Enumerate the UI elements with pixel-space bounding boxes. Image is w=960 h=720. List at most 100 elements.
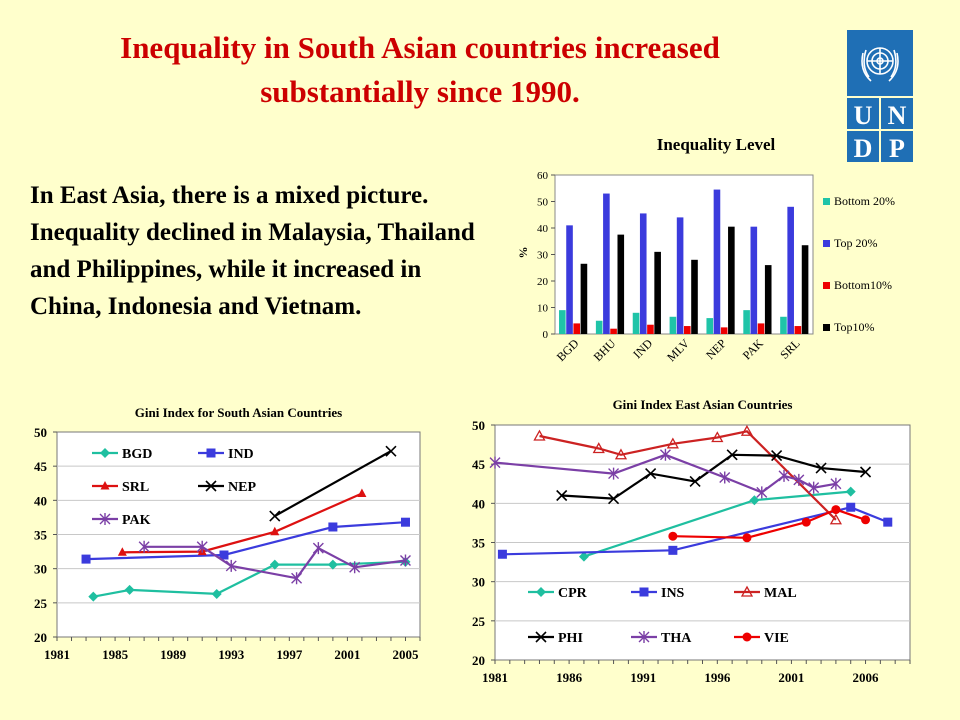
line-legend-label: IND [228,447,254,462]
line-x-tick-label: 1986 [556,670,583,685]
bar-legend-label: Bottom10% [834,278,892,292]
line-y-tick-label: 50 [472,418,485,433]
line-point-vie [831,505,841,515]
bar-srl-2 [794,326,802,334]
line-y-tick-label: 35 [472,536,486,551]
line-y-tick-label: 30 [34,562,47,577]
line-point-pak [138,540,150,553]
line-point-mal [666,437,679,449]
line-point-pak [312,542,324,555]
line-y-tick-label: 25 [472,614,486,629]
line-series-nep [274,450,392,517]
line-point-pak [291,572,303,585]
line-point-ins [883,517,893,527]
bar-nep-0 [706,318,714,334]
line-legend-marker [535,631,547,643]
line-point-bgd [211,588,222,599]
line-series-mal [539,430,837,521]
bar-ind-1 [639,213,647,334]
bar-x-tick-label: PAK [740,336,766,362]
line-point-pak [399,554,411,567]
line-y-tick-label: 45 [34,459,48,474]
bar-mlv-0 [669,316,677,334]
line-y-tick-label: 45 [472,457,486,472]
line-point-srl [117,547,127,556]
bar-x-tick-label: BGD [554,336,582,364]
line-point-pak [349,561,361,574]
line-y-tick-label: 25 [34,596,48,611]
line-point-vie [668,531,678,541]
line-series-bgd [93,560,406,598]
line-point-vie [801,517,811,527]
line-x-tick-label: 1985 [102,647,129,662]
slide-title: Inequality in South Asian countries incr… [0,26,840,114]
slide-title-line-1: Inequality in South Asian countries incr… [120,30,720,65]
line-x-tick-label: 1991 [630,670,656,685]
bar-x-tick-label: BHU [591,336,619,364]
bar-legend-label: Bottom 20% [834,194,895,208]
bar-y-tick-label: 30 [537,250,549,262]
bar-y-axis-label: % [516,247,530,259]
bar-nep-3 [728,226,735,334]
bar-srl-3 [801,245,809,334]
line-legend-marker [536,587,546,597]
bar-nep-2 [720,327,728,334]
logo-tile-n [881,98,913,129]
bar-srl-1 [787,206,794,334]
bar-y-tick-label: 60 [537,170,549,182]
bar-y-tick-label: 40 [537,223,549,235]
logo-tile-p [881,131,913,162]
bar-bhu-1 [603,193,610,334]
bar-nep-1 [713,189,721,334]
bar-y-tick-label: 20 [537,276,549,288]
east-asia-gini-line-chart: Gini Index East Asian Countries 20 25 30 35 4… [472,397,911,685]
line-point-nep [385,445,397,457]
line-legend-marker [639,587,649,597]
line-point-pak [225,559,237,572]
bar-pak-2 [757,323,765,334]
line-point-ins [846,502,856,512]
line-legend-marker [742,632,752,642]
bar-srl-0 [780,316,787,334]
line-point-tha [793,473,805,486]
logo-tile-d [847,131,879,162]
line-x-tick-label: 1989 [160,647,187,662]
line-legend-label: PHI [558,631,583,646]
line-legend-marker [99,513,111,525]
line-point-bgd [269,559,280,570]
line-legend-label: MAL [764,586,797,601]
line-legend-label: SRL [122,480,149,495]
bar-legend-label: Top 20% [834,236,878,250]
line-legend-label: THA [661,631,692,646]
bar-x-tick-label: MLV [664,336,692,364]
bar-legend-label: Top10% [834,320,875,334]
bar-bgd-3 [580,263,588,334]
line-point-ind [328,522,338,532]
bar-ind-2 [647,324,654,334]
line-legend-label: VIE [764,631,789,646]
line-point-phi [815,462,827,474]
bar-bgd-0 [559,310,566,334]
line-y-tick-label: 40 [472,496,485,511]
line-point-tha [608,467,620,480]
line-point-mal [829,513,842,525]
line-point-vie [861,515,871,525]
line-legend-marker [205,480,217,492]
line-x-tick-label: 2001 [778,670,804,685]
bar-pak-1 [750,226,758,334]
line-legend-label: PAK [122,513,151,528]
line-x-tick-label: 2005 [392,647,419,662]
line-chart-title: Gini Index East Asian Countries [613,397,793,412]
line-legend-marker [740,585,754,597]
line-point-phi [726,449,738,461]
bar-x-tick-label: IND [630,336,655,361]
bar-bhu-3 [617,234,625,334]
line-point-phi [771,449,783,462]
line-point-cpr [578,551,589,562]
line-point-ins [668,545,678,555]
line-x-tick-label: 1981 [44,647,70,662]
line-point-mal [592,442,605,454]
line-legend-label: INS [661,586,685,601]
bar-y-tick-label: 50 [537,197,549,209]
line-point-nep [269,510,281,522]
